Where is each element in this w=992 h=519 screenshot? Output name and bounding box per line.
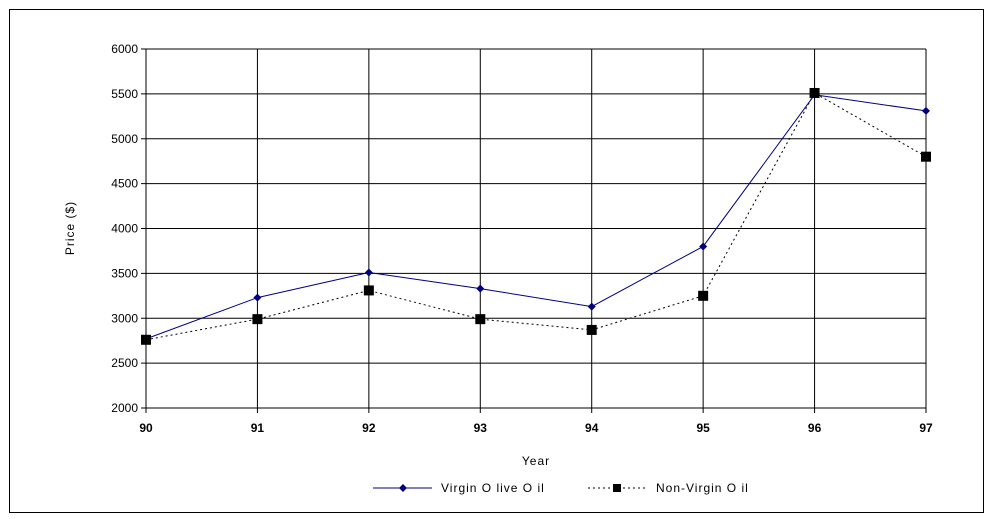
data-point-square bbox=[364, 285, 374, 295]
y-tick-labels: 6000 5500 5000 4500 4000 3500 3000 2500 2000 bbox=[111, 42, 138, 415]
x-tick-label: 95 bbox=[696, 421, 710, 435]
legend-marker-square-icon bbox=[613, 484, 621, 492]
x-tick-label: 96 bbox=[808, 421, 822, 435]
data-point-diamond bbox=[476, 285, 484, 293]
y-tick-label: 4000 bbox=[111, 222, 138, 236]
data-point-diamond bbox=[699, 242, 707, 250]
data-point-diamond bbox=[253, 294, 261, 302]
data-point-diamond bbox=[922, 107, 930, 115]
legend-marker-diamond-icon bbox=[399, 484, 407, 492]
series-group bbox=[141, 88, 931, 345]
y-tick-label: 6000 bbox=[111, 42, 138, 56]
y-tick-label: 4500 bbox=[111, 177, 138, 191]
y-tick-label: 2000 bbox=[111, 401, 138, 415]
data-point-square bbox=[587, 325, 597, 335]
y-tick-label: 5000 bbox=[111, 132, 138, 146]
y-tick-label: 5500 bbox=[111, 87, 138, 101]
y-tick-label: 3500 bbox=[111, 266, 138, 280]
legend-label-virgin: Virgin O live O il bbox=[441, 481, 545, 495]
data-point-square bbox=[475, 314, 485, 324]
x-tick-labels: 90 91 92 93 94 95 96 97 bbox=[139, 421, 933, 435]
x-tick-label: 90 bbox=[139, 421, 153, 435]
data-point-square bbox=[252, 314, 262, 324]
x-axis-label: Year bbox=[522, 454, 550, 468]
data-point-square bbox=[698, 291, 708, 301]
series-line-1 bbox=[146, 95, 926, 339]
data-point-diamond bbox=[365, 268, 373, 276]
y-axis-label: Price ($) bbox=[63, 201, 77, 255]
x-tick-label: 94 bbox=[585, 421, 599, 435]
data-point-diamond bbox=[588, 303, 596, 311]
legend: Virgin O live O il Non-Virgin O il bbox=[373, 481, 749, 495]
data-point-square bbox=[921, 152, 931, 162]
data-point-square bbox=[810, 88, 820, 98]
data-point-square bbox=[141, 335, 151, 345]
legend-label-nonvirgin: Non-Virgin O il bbox=[656, 481, 749, 495]
series-line-2 bbox=[146, 93, 926, 340]
x-tick-label: 93 bbox=[474, 421, 488, 435]
y-tick-label: 3000 bbox=[111, 311, 138, 325]
x-tick-label: 97 bbox=[919, 421, 933, 435]
x-tick-label: 92 bbox=[362, 421, 376, 435]
y-tick-label: 2500 bbox=[111, 356, 138, 370]
x-tick-label: 91 bbox=[251, 421, 265, 435]
